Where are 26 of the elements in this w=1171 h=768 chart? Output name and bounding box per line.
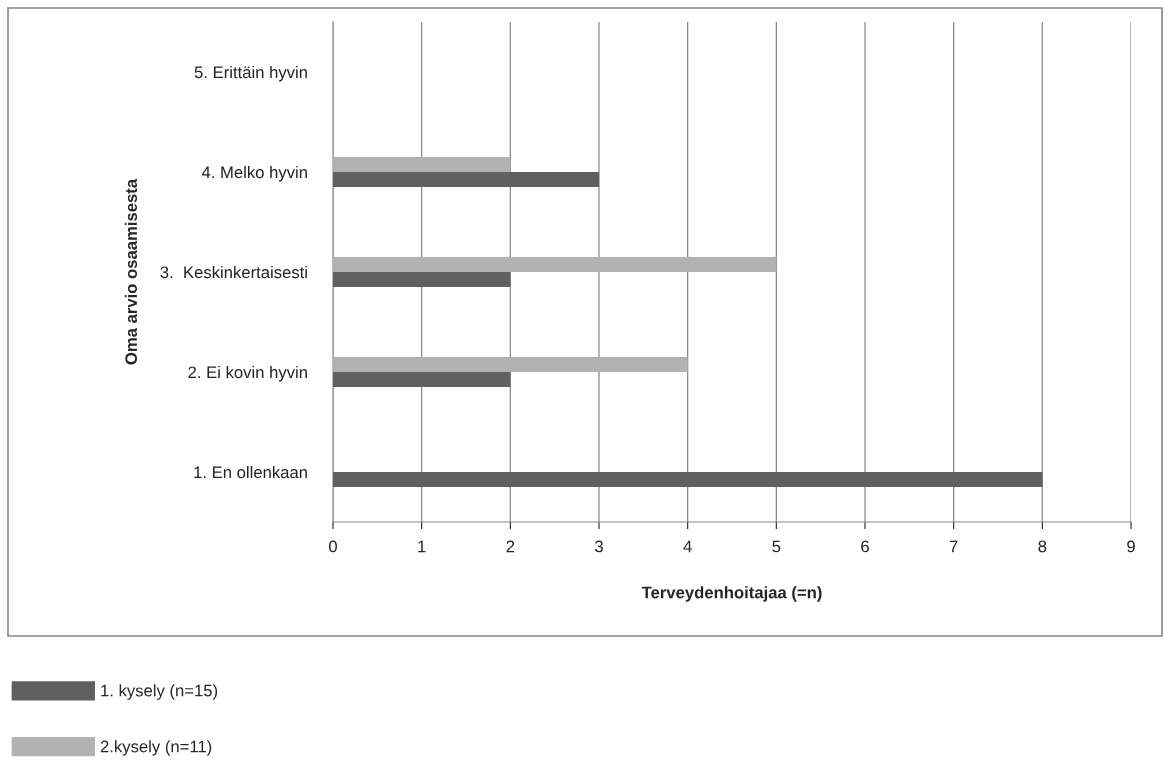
bar [333, 272, 511, 287]
y-tick-label: 4. Melko hyvin [201, 165, 307, 182]
y-axis-title: Oma arvio osaamisesta [124, 178, 138, 365]
legend-label: 1. kysely (n=15) [101, 684, 218, 700]
x-axis-title: Terveydenhoitajaa (=n) [641, 586, 822, 602]
legend-label: 2.kysely (n=11) [100, 740, 212, 756]
x-tick-label: 3 [595, 540, 603, 553]
bar [333, 357, 688, 372]
bar [333, 172, 599, 187]
x-tick-label: 2 [506, 540, 515, 553]
bar [333, 472, 1043, 487]
y-tick-label: 5. Erittäin hyvin [194, 65, 307, 82]
x-tick-label: 5 [772, 540, 781, 553]
bar [333, 257, 777, 272]
x-tick-label: 8 [1038, 540, 1047, 553]
bar [333, 157, 511, 172]
x-tick-label: 1 [418, 540, 426, 553]
x-tick-label: 9 [1127, 540, 1135, 553]
y-tick-label: 1. En ollenkaan [194, 465, 307, 479]
bar [333, 372, 511, 387]
y-tick-label: 3. Keskinkertaisesti [160, 265, 307, 279]
x-tick-label: 4 [683, 540, 692, 553]
y-tick-label: 2. Ei kovin hyvin [188, 365, 307, 382]
x-tick-label: 0 [329, 540, 337, 553]
x-tick-label: 6 [861, 540, 869, 553]
x-tick-label: 7 [949, 540, 958, 553]
